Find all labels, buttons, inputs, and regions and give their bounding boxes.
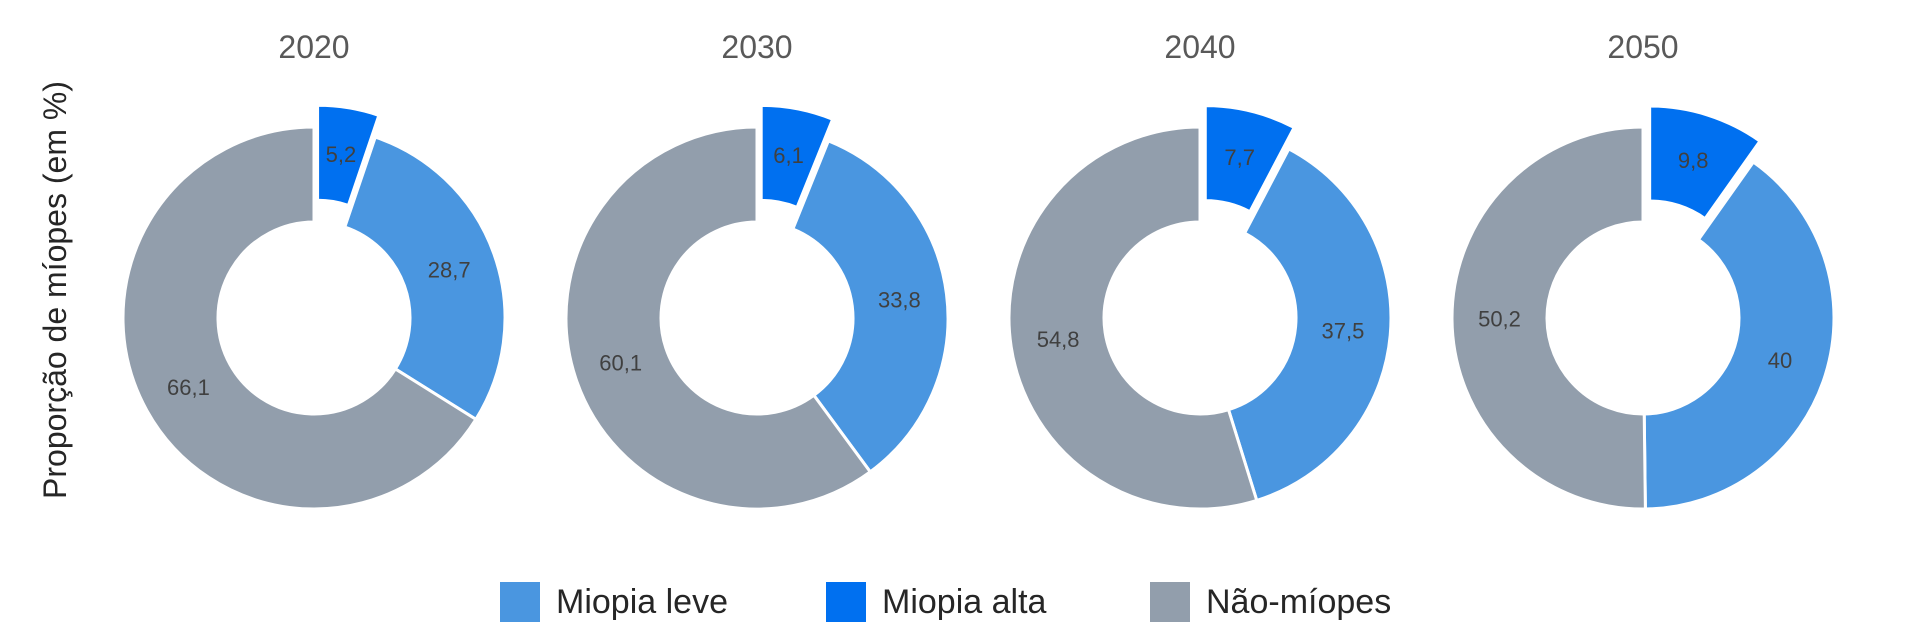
chart-title-2030: 2030 bbox=[721, 29, 792, 65]
data-label-miopia-leve-2030: 33,8 bbox=[878, 288, 921, 313]
data-label-miopia-alta-2050: 9,8 bbox=[1678, 148, 1709, 173]
donut-2030: 2030 6,1 33,8 60,1 bbox=[564, 29, 950, 511]
slice-n-o-m-opes-2030 bbox=[564, 125, 873, 511]
legend-swatch-miopia-alta bbox=[826, 582, 866, 622]
data-label-miopia-alta-2040: 7,7 bbox=[1224, 145, 1255, 170]
slice-miopia-alta-2040 bbox=[1203, 104, 1297, 214]
donut-2020: 2020 5,2 28,7 66,1 bbox=[121, 29, 507, 511]
legend-swatch-miopia-leve bbox=[500, 582, 540, 622]
slice-miopia-leve-2050 bbox=[1642, 159, 1836, 511]
slice-miopia-alta-2020 bbox=[316, 103, 381, 208]
legend-label-n-o-m-opes: Não-míopes bbox=[1206, 583, 1391, 621]
legend-label-miopia-alta: Miopia alta bbox=[882, 583, 1047, 621]
legend-label-miopia-leve: Miopia leve bbox=[556, 583, 728, 621]
data-label-miopia-alta-2020: 5,2 bbox=[326, 142, 357, 167]
slice-n-o-m-opes-2040 bbox=[1007, 125, 1259, 511]
donut-2040: 2040 7,7 37,5 54,8 bbox=[1007, 29, 1393, 511]
y-axis-label: Proporção de míopes (em %) bbox=[37, 81, 73, 499]
data-label-n-o-m-opes-2040: 54,8 bbox=[1037, 327, 1080, 352]
donut-2050: 2050 9,8 40 50,2 bbox=[1450, 29, 1836, 511]
data-label-n-o-m-opes-2030: 60,1 bbox=[599, 350, 642, 375]
chart-title-2050: 2050 bbox=[1607, 29, 1678, 65]
chart-title-2020: 2020 bbox=[278, 29, 349, 65]
slice-miopia-leve-2040 bbox=[1226, 146, 1393, 503]
donut-group: 2020 5,2 28,7 66,1 2030 6,1 33,8 60,1 2040 7,7 37,… bbox=[121, 29, 1836, 511]
data-label-n-o-m-opes-2050: 50,2 bbox=[1478, 306, 1521, 331]
legend: Miopia leve Miopia alta Não-míopes bbox=[500, 582, 1391, 622]
slice-n-o-m-opes-2050 bbox=[1450, 125, 1647, 511]
data-label-miopia-leve-2050: 40 bbox=[1768, 348, 1792, 373]
data-label-miopia-leve-2040: 37,5 bbox=[1321, 319, 1364, 344]
slice-miopia-leve-2020 bbox=[342, 135, 507, 422]
slice-n-o-m-opes-2020 bbox=[121, 125, 478, 511]
slice-miopia-alta-2030 bbox=[759, 103, 835, 210]
data-label-miopia-alta-2030: 6,1 bbox=[773, 143, 804, 168]
slice-miopia-alta-2050 bbox=[1648, 104, 1763, 221]
legend-swatch-n-o-m-opes bbox=[1150, 582, 1190, 622]
data-label-miopia-leve-2020: 28,7 bbox=[428, 257, 471, 282]
data-label-n-o-m-opes-2020: 66,1 bbox=[167, 375, 210, 400]
slice-miopia-leve-2030 bbox=[790, 138, 950, 474]
chart-title-2040: 2040 bbox=[1164, 29, 1235, 65]
